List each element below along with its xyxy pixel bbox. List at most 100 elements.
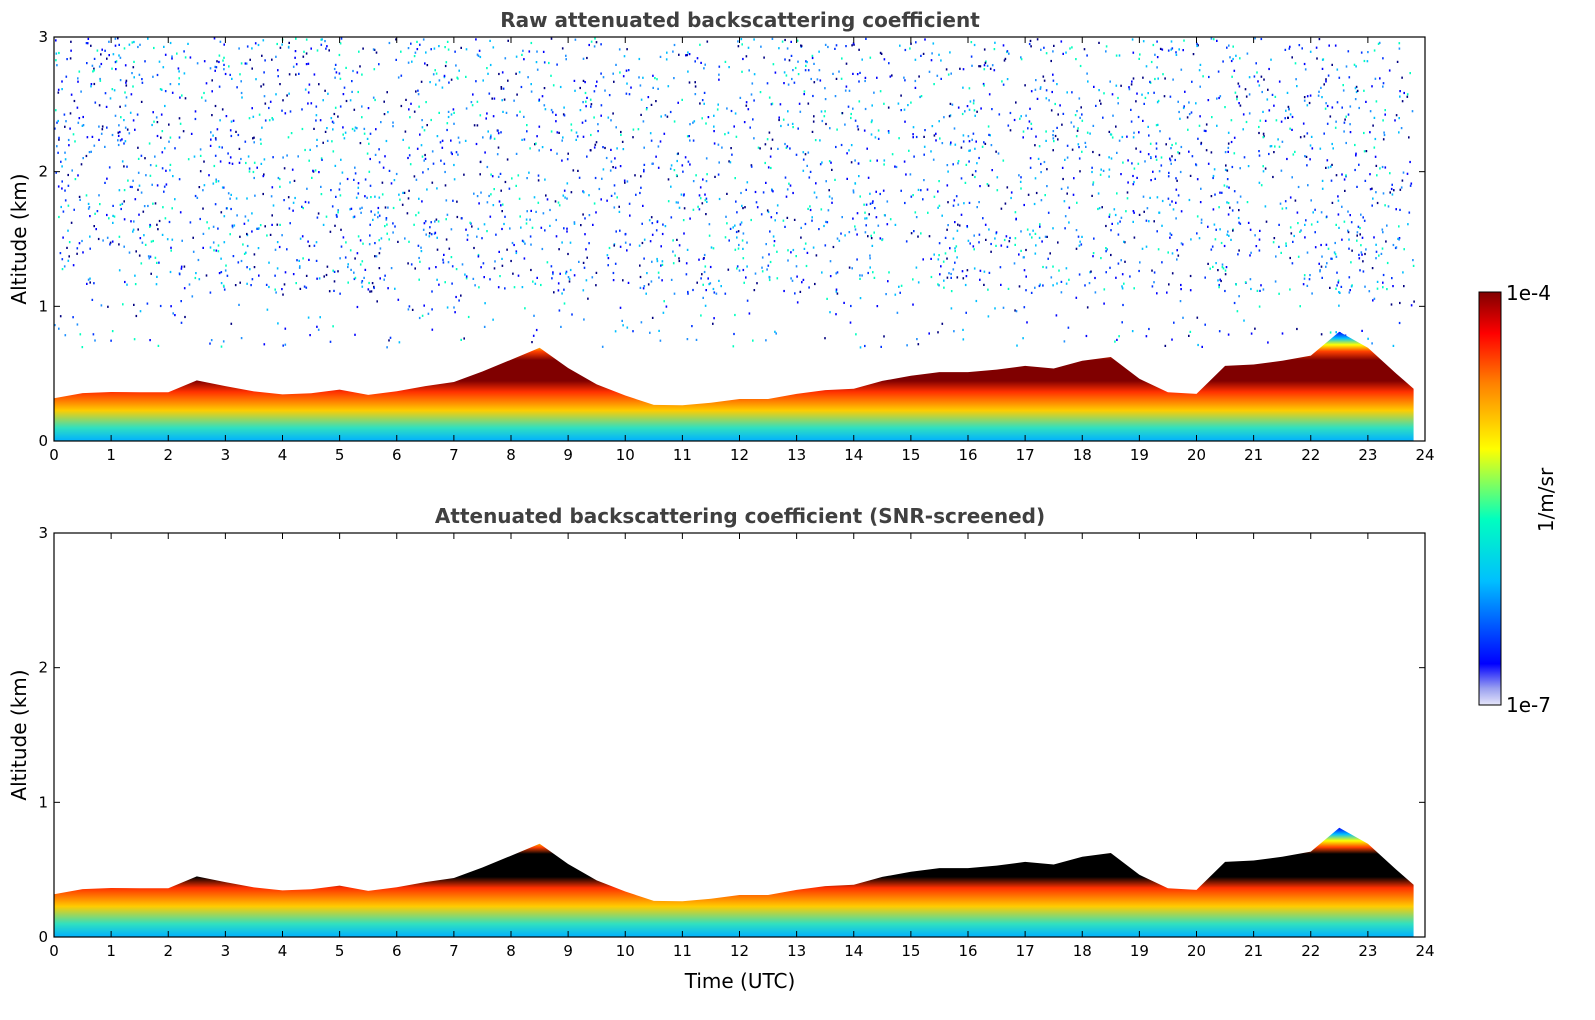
noise-point xyxy=(1177,254,1180,257)
colorbar-bottom-label: 1e-7 xyxy=(1506,693,1551,717)
noise-point xyxy=(1395,246,1398,249)
noise-point xyxy=(784,225,786,228)
noise-point xyxy=(1335,287,1337,290)
x-tick-label: 8 xyxy=(506,446,516,464)
noise-point xyxy=(1412,259,1414,262)
noise-point xyxy=(1123,240,1125,243)
noise-point xyxy=(1018,174,1020,177)
noise-point xyxy=(643,146,645,149)
noise-point xyxy=(537,179,540,182)
noise-point xyxy=(1348,238,1350,241)
noise-point xyxy=(94,212,96,215)
noise-point xyxy=(1329,331,1332,334)
noise-point xyxy=(1149,196,1151,199)
noise-point xyxy=(347,263,349,266)
noise-point xyxy=(1004,57,1007,60)
noise-point xyxy=(1132,210,1135,213)
raw-backscatter-panel: Raw attenuated backscattering coefficien… xyxy=(7,8,1435,464)
noise-point xyxy=(864,107,867,111)
noise-point xyxy=(1108,175,1110,178)
noise-point xyxy=(1010,191,1013,194)
noise-point xyxy=(835,77,838,80)
noise-point xyxy=(445,238,448,241)
noise-point xyxy=(641,241,644,245)
noise-point xyxy=(650,280,653,283)
noise-point xyxy=(1057,113,1059,116)
noise-point xyxy=(109,97,112,100)
noise-point xyxy=(1112,114,1114,117)
noise-point xyxy=(1180,68,1183,71)
noise-point xyxy=(695,174,697,177)
noise-point xyxy=(232,255,235,258)
noise-point xyxy=(815,182,817,185)
noise-point xyxy=(1250,251,1252,254)
noise-point xyxy=(538,149,540,152)
noise-point xyxy=(1366,60,1369,63)
noise-point xyxy=(1335,255,1338,258)
noise-point xyxy=(534,282,537,285)
noise-point xyxy=(1262,136,1265,139)
noise-point xyxy=(119,203,122,206)
noise-point xyxy=(886,200,889,203)
noise-point xyxy=(941,322,944,325)
noise-point xyxy=(372,96,375,99)
noise-point xyxy=(510,259,512,263)
noise-point xyxy=(423,129,426,132)
noise-point xyxy=(58,215,60,219)
noise-point xyxy=(1068,278,1070,281)
noise-point xyxy=(988,228,990,231)
noise-point xyxy=(1027,193,1030,196)
noise-point xyxy=(834,95,837,98)
noise-point xyxy=(1209,267,1211,270)
noise-point xyxy=(497,175,500,178)
noise-point xyxy=(660,245,662,248)
noise-point xyxy=(1258,84,1261,87)
noise-point xyxy=(1161,261,1163,264)
noise-point xyxy=(346,177,349,181)
noise-point xyxy=(724,60,727,63)
noise-point xyxy=(504,287,506,290)
noise-point xyxy=(1258,125,1260,129)
noise-point xyxy=(704,199,707,202)
noise-point xyxy=(1187,128,1189,131)
noise-point xyxy=(326,45,328,48)
noise-point xyxy=(739,96,742,99)
noise-point xyxy=(1151,269,1153,272)
noise-point xyxy=(445,199,448,202)
noise-point xyxy=(67,138,70,142)
noise-point xyxy=(706,200,708,203)
noise-point xyxy=(1224,168,1227,171)
noise-point xyxy=(1124,241,1126,244)
noise-point xyxy=(1218,206,1220,209)
noise-point xyxy=(1279,202,1282,205)
noise-point xyxy=(1154,53,1156,56)
noise-point xyxy=(1375,191,1377,194)
noise-point xyxy=(206,221,208,224)
noise-point xyxy=(521,53,523,56)
noise-point xyxy=(157,344,160,347)
noise-point xyxy=(436,248,439,251)
noise-point xyxy=(1265,220,1268,223)
noise-point xyxy=(852,191,855,194)
noise-point xyxy=(1225,266,1228,269)
noise-point xyxy=(323,275,325,278)
noise-point xyxy=(1052,137,1055,140)
noise-point xyxy=(212,134,214,137)
noise-point xyxy=(1025,248,1027,252)
noise-point xyxy=(315,259,318,262)
noise-point xyxy=(829,127,831,130)
noise-point xyxy=(1230,238,1232,241)
noise-point xyxy=(176,52,178,55)
noise-point xyxy=(210,138,212,141)
noise-point xyxy=(643,238,646,241)
noise-point xyxy=(619,165,622,168)
noise-point xyxy=(677,152,679,155)
noise-point xyxy=(703,67,705,70)
noise-point xyxy=(1233,190,1236,193)
noise-point xyxy=(395,58,397,61)
noise-point xyxy=(1135,147,1137,150)
noise-point xyxy=(244,140,247,143)
noise-point xyxy=(1256,289,1259,292)
noise-point xyxy=(1052,73,1054,76)
noise-point xyxy=(156,275,158,278)
